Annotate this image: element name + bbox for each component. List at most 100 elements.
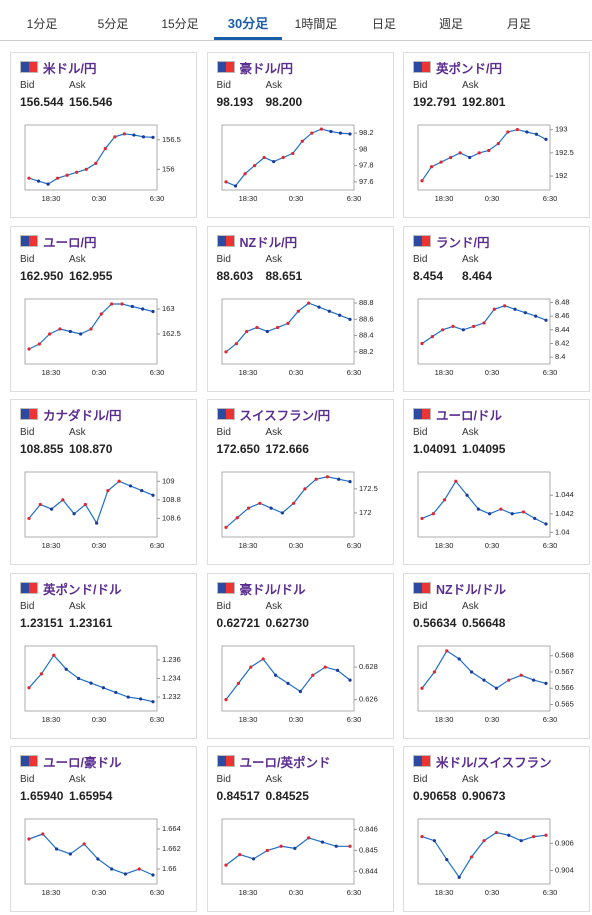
tab[interactable]: 15分足 [161, 17, 199, 31]
ask-label: Ask [69, 427, 86, 438]
plot-frame [417, 471, 551, 538]
rate-card[interactable]: ユーロ/英ポンド Bid Ask 0.84517 0.84525 0.844 0.845 0.… [206, 746, 394, 912]
rate-card[interactable]: 米ドル/スイスフラン Bid Ask 0.90658 0.90673 0.904 0.906… [403, 746, 590, 912]
y-tick-label: 0.628 [359, 662, 378, 671]
price-point [106, 488, 110, 493]
pair-title[interactable]: NZドル/ドル [436, 582, 507, 597]
price-point [492, 307, 496, 311]
price-point [458, 151, 462, 155]
ask-label: Ask [69, 80, 86, 91]
price-point [461, 327, 465, 331]
tab[interactable]: 1時間足 [294, 17, 338, 31]
pair-title[interactable]: 英ポンド/ドル [43, 582, 122, 597]
pair-title[interactable]: ユーロ/英ポンド [239, 756, 331, 770]
rate-card[interactable]: 英ポンド/円 Bid Ask 192.791 192.801 192 192.5 193 18:… [403, 52, 590, 218]
rate-card[interactable]: 豪ドル/円 Bid Ask 98.193 98.200 97.6 97.8 98 98.2 18:… [206, 52, 394, 218]
plot-frame [417, 124, 551, 191]
price-point [465, 493, 469, 497]
price-line [225, 657, 350, 700]
price-point [251, 857, 255, 861]
y-tick-label: 1.662 [162, 844, 181, 853]
x-tick-label: 0:30 [92, 541, 107, 550]
pair-title[interactable]: 米ドル/円 [43, 62, 97, 76]
plot-frame [24, 124, 158, 191]
x-tick-label: 6:30 [150, 888, 165, 897]
pair-title[interactable]: カナダドル/円 [43, 409, 122, 423]
rate-card[interactable]: 米ドル/円 Bid Ask 156.544 156.546 156 156.5 18:30 0:… [10, 52, 197, 218]
rate-card[interactable]: ユーロ/円 Bid Ask 162.950 162.955 162.5 163 18:30 0:… [10, 225, 197, 392]
mini-chart: 156 156.5 18:30 0:30 6:30 [24, 124, 181, 203]
price-point [99, 311, 103, 316]
pair-title[interactable]: ユーロ/豪ドル [43, 756, 122, 770]
ask-label: Ask [69, 600, 86, 612]
pair-title[interactable]: 英ポンド/円 [436, 62, 502, 76]
x-tick-label: 6:30 [150, 367, 165, 376]
price-point [151, 873, 155, 877]
bid-value: 1.23151 [20, 615, 64, 630]
y-tick-label: 162.5 [162, 328, 181, 337]
price-point [482, 839, 486, 843]
rate-card[interactable]: 豪ドル/ドル Bid Ask 0.62721 0.62730 0.626 0.628 18:3… [206, 572, 394, 739]
price-point [338, 131, 342, 135]
tab[interactable]: 週足 [438, 17, 463, 31]
pair-title[interactable]: ユーロ/ドル [436, 409, 502, 423]
tab[interactable]: 日足 [371, 17, 396, 31]
price-point [49, 507, 54, 511]
y-tick-label: 0.845 [359, 845, 378, 854]
price-point [457, 875, 461, 879]
rate-card[interactable]: 英ポンド/ドル Bid Ask 1.23151 1.23161 1.232 1.234 1.2… [10, 572, 197, 739]
price-point [292, 846, 296, 850]
price-point [532, 678, 536, 682]
price-point [36, 179, 41, 183]
flag-icon [20, 755, 38, 767]
price-point [113, 135, 117, 139]
rate-card[interactable]: スイスフラン/円 Bid Ask 172.650 172.666 172 172.5 18:3… [206, 399, 394, 565]
pair-title[interactable]: NZドル/円 [239, 235, 298, 250]
ask-value: 192.801 [462, 95, 506, 109]
x-tick-label: 0:30 [288, 541, 303, 550]
ask-value: 162.955 [69, 268, 113, 283]
rate-card[interactable]: NZドル/ドル Bid Ask 0.56634 0.56648 0.565 0.566 0.5… [403, 572, 590, 739]
price-point [325, 475, 329, 479]
rate-card[interactable]: カナダドル/円 Bid Ask 108.855 108.870 108.6 108.8 109… [10, 399, 197, 565]
price-point [442, 498, 447, 502]
pair-title[interactable]: 豪ドル/ドル [239, 582, 306, 597]
price-point [273, 673, 277, 677]
tab[interactable]: 1分足 [26, 17, 58, 31]
price-point [507, 678, 511, 682]
rate-card[interactable]: NZドル/円 Bid Ask 88.603 88.651 88.2 88.4 88.6 88.8… [206, 225, 394, 392]
mini-chart: 1.66 1.662 1.664 18:30 0:30 6:30 [24, 818, 181, 897]
y-tick-label: 1.664 [162, 824, 181, 833]
rate-card[interactable]: ユーロ/ドル Bid Ask 1.04091 1.04095 1.04 1.042 1.044… [403, 399, 590, 565]
tab[interactable]: 月足 [506, 17, 531, 31]
bid-label: Bid [216, 427, 231, 438]
bid-label: Bid [216, 774, 231, 785]
bid-value: 0.84517 [216, 789, 260, 803]
price-point [79, 331, 83, 336]
pair-title[interactable]: ユーロ/円 [43, 235, 97, 250]
y-tick-label: 163 [162, 303, 175, 312]
price-point [347, 844, 352, 848]
plot-frame [417, 818, 551, 885]
x-tick-label: 18:30 [435, 541, 454, 550]
y-tick-label: 156 [162, 164, 175, 173]
x-tick-label: 6:30 [150, 194, 165, 203]
price-point [82, 842, 86, 846]
price-point [309, 131, 313, 135]
tab[interactable]: 30分足 [214, 0, 282, 40]
price-point [223, 525, 228, 529]
price-point [242, 172, 247, 176]
y-tick-label: 108.8 [162, 495, 181, 504]
pair-title[interactable]: 豪ドル/円 [239, 62, 293, 76]
y-tick-label: 0.906 [555, 838, 574, 847]
pair-title[interactable]: スイスフラン/円 [239, 409, 331, 423]
x-tick-label: 18:30 [238, 367, 257, 376]
pair-title[interactable]: ランド/円 [436, 235, 490, 250]
pair-title[interactable]: 米ドル/スイスフラン [436, 756, 552, 770]
rate-card[interactable]: ユーロ/豪ドル Bid Ask 1.65940 1.65954 1.66 1.662 1.66… [10, 746, 197, 912]
tab[interactable]: 5分足 [97, 17, 129, 31]
y-tick-label: 156.5 [162, 135, 181, 144]
price-point [261, 656, 265, 661]
bid-label: Bid [413, 253, 428, 265]
rate-card[interactable]: ランド/円 Bid Ask 8.454 8.464 8.4 8.42 8.44 8.46 8.48… [403, 225, 590, 392]
